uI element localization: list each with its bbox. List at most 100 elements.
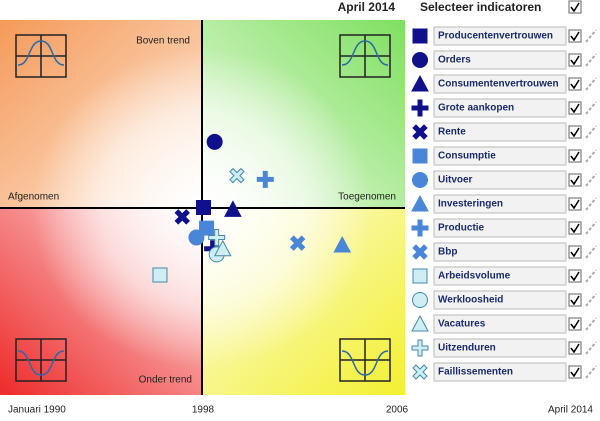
trail-button[interactable] [585,173,597,187]
legend-label-box [433,218,567,238]
legend-label: Bbp [438,247,457,258]
quadrant-label: Afgenomen [8,192,59,203]
data-point [224,200,242,217]
legend-label-box [433,266,567,286]
legend-label: Investeringen [438,199,503,210]
panel-title: Selecteer indicatoren [420,0,541,14]
legend-label: Orders [438,55,471,66]
quadrant-label: Boven trend [136,36,190,47]
indicator-checkbox[interactable] [568,53,582,67]
trail-button[interactable] [585,125,597,139]
legend-label: Arbeidsvolume [438,271,511,282]
indicator-checkbox[interactable] [568,341,582,355]
timeline-label: April 2014 [548,405,593,416]
legend-label-box [433,26,567,46]
legend-marker [412,364,428,380]
trail-button[interactable] [585,149,597,163]
indicator-checkbox[interactable] [568,29,582,43]
legend-marker [412,28,428,44]
checkbox-check [570,295,580,306]
trail-button[interactable] [585,341,597,355]
trail-button[interactable] [585,29,597,43]
checkbox-check [570,127,580,138]
indicator-checkbox[interactable] [568,221,582,235]
trail-button[interactable] [585,101,597,115]
checkbox-check [570,151,580,162]
chart-title: April 2014 [338,0,396,14]
legend-marker [412,292,428,308]
data-point [289,235,306,251]
checkbox-check [570,343,580,354]
legend-label-box [433,98,567,118]
indicator-checkbox[interactable] [568,365,582,379]
checkbox-check [570,367,580,378]
data-point [208,229,226,246]
data-point [213,239,232,257]
legend-label: Producentenvertrouwen [438,31,553,42]
legend-label: Faillissementen [438,367,513,378]
legend-marker [412,268,428,284]
indicator-checkbox[interactable] [568,245,582,259]
trail-button[interactable] [585,293,597,307]
legend-label-box [433,242,567,262]
timeline-label: 1998 [192,405,215,416]
checkbox-check [570,79,580,90]
legend-marker [411,194,429,212]
legend-label-box [433,194,567,214]
trail-button[interactable] [585,317,597,331]
data-point [188,229,205,246]
select-all-checkbox[interactable] [568,0,582,14]
trail-button[interactable] [585,269,597,283]
legend-marker [411,99,429,117]
checkbox-check [570,175,580,186]
indicator-checkbox[interactable] [568,317,582,331]
legend-marker [412,124,428,140]
legend-marker [412,244,428,260]
legend-marker [411,219,429,237]
data-point [206,133,223,150]
indicator-checkbox[interactable] [568,125,582,139]
legend-label-box [433,170,567,190]
quadrant-label: Onder trend [139,375,192,386]
legend-label: Uitvoer [438,175,473,186]
legend-label: Consumptie [438,151,496,162]
legend-label: Werkloosheid [438,295,503,306]
indicator-checkbox[interactable] [568,101,582,115]
data-point [152,267,168,283]
legend-label-box [433,338,567,358]
trail-button[interactable] [585,365,597,379]
checkbox-check [570,103,580,114]
quadrant-label: Toegenomen [338,192,396,203]
legend-label-box [433,74,567,94]
trail-button[interactable] [585,77,597,91]
indicator-checkbox[interactable] [568,293,582,307]
indicator-checkbox[interactable] [568,77,582,91]
indicator-checkbox[interactable] [568,149,582,163]
corner-icons [15,34,391,382]
legend-label: Consumentenvertrouwen [438,79,559,90]
trail-button[interactable] [585,221,597,235]
legend-marker [411,74,429,92]
legend-label-box [433,122,567,142]
data-point [196,200,212,215]
indicator-checkbox[interactable] [568,269,582,283]
indicator-checkbox[interactable] [568,197,582,211]
checkbox-check [570,55,580,66]
trail-button[interactable] [585,245,597,259]
checkbox-check [570,271,580,282]
legend-label: Vacatures [438,319,486,330]
checkbox-check [570,199,580,210]
checkbox-check [570,31,580,42]
data-point [333,235,352,253]
checkbox-check [570,223,580,234]
trail-button[interactable] [585,197,597,211]
trail-button[interactable] [585,53,597,67]
legend-marker [411,339,429,357]
data-point [174,209,190,225]
data-point [256,170,274,188]
indicator-checkbox[interactable] [568,173,582,187]
legend-label: Grote aankopen [438,103,514,114]
legend-label-box [433,362,567,382]
data-point [229,167,245,184]
